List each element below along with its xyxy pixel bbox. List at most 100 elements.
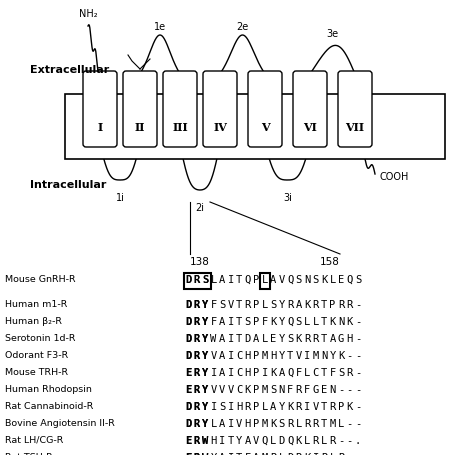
- Text: D: D: [185, 299, 191, 309]
- Text: K: K: [245, 384, 251, 394]
- Text: G: G: [338, 333, 344, 343]
- Text: R: R: [321, 452, 327, 455]
- Text: T: T: [236, 274, 242, 284]
- Text: Odorant F3-R: Odorant F3-R: [5, 350, 68, 359]
- Text: R: R: [193, 384, 200, 394]
- Text: P: P: [253, 299, 259, 309]
- Text: A: A: [245, 435, 251, 445]
- Text: T: T: [321, 316, 327, 326]
- Text: S: S: [312, 274, 319, 284]
- Text: H: H: [236, 401, 242, 411]
- Text: Q: Q: [287, 316, 293, 326]
- Text: Y: Y: [202, 350, 208, 360]
- Text: COOH: COOH: [380, 172, 410, 182]
- Text: Q: Q: [346, 274, 353, 284]
- Text: Y: Y: [279, 401, 285, 411]
- Text: I: I: [210, 401, 217, 411]
- Text: R: R: [193, 452, 200, 455]
- Text: L: L: [329, 452, 336, 455]
- Text: R: R: [193, 452, 200, 455]
- Text: N: N: [329, 384, 336, 394]
- Text: Rat TSH-R: Rat TSH-R: [5, 452, 53, 455]
- Text: R: R: [193, 274, 200, 284]
- Text: Extracellular: Extracellular: [30, 65, 109, 75]
- Text: -: -: [346, 418, 353, 428]
- Text: P: P: [253, 350, 259, 360]
- Text: IV: IV: [213, 122, 227, 133]
- Text: R: R: [312, 299, 319, 309]
- Text: K: K: [321, 274, 327, 284]
- Text: L: L: [210, 274, 217, 284]
- Text: I: I: [312, 452, 319, 455]
- Text: W: W: [202, 435, 208, 445]
- Text: W: W: [202, 435, 208, 445]
- Text: C: C: [236, 350, 242, 360]
- Text: Q: Q: [245, 274, 251, 284]
- Text: S: S: [219, 401, 225, 411]
- Text: M: M: [262, 384, 268, 394]
- Text: R: R: [312, 435, 319, 445]
- Text: D: D: [279, 435, 285, 445]
- Text: I: I: [228, 316, 234, 326]
- Text: D: D: [185, 299, 191, 309]
- Text: V: V: [219, 384, 225, 394]
- Text: E: E: [185, 384, 191, 394]
- Text: D: D: [185, 401, 191, 411]
- Text: E: E: [185, 367, 191, 377]
- Text: I: I: [262, 367, 268, 377]
- Text: R: R: [329, 401, 336, 411]
- Text: T: T: [236, 299, 242, 309]
- Text: S: S: [219, 299, 225, 309]
- Text: .: .: [355, 435, 361, 445]
- Text: F: F: [262, 316, 268, 326]
- Text: F: F: [304, 384, 310, 394]
- Text: D: D: [185, 316, 191, 326]
- Text: L: L: [210, 418, 217, 428]
- Text: Human Rhodopsin: Human Rhodopsin: [5, 384, 92, 393]
- Text: T: T: [236, 452, 242, 455]
- Text: M: M: [329, 418, 336, 428]
- Text: R: R: [312, 333, 319, 343]
- Text: P: P: [329, 299, 336, 309]
- Text: L: L: [304, 367, 310, 377]
- Text: D: D: [185, 316, 191, 326]
- Text: A: A: [295, 299, 302, 309]
- Text: E: E: [185, 435, 191, 445]
- Text: R: R: [193, 418, 200, 428]
- Text: VI: VI: [303, 122, 317, 133]
- Text: Y: Y: [202, 299, 208, 309]
- Text: I: I: [228, 452, 234, 455]
- Text: D: D: [185, 401, 191, 411]
- Text: S: S: [338, 367, 344, 377]
- Text: V: V: [312, 401, 319, 411]
- Text: K: K: [270, 418, 276, 428]
- Text: M: M: [312, 350, 319, 360]
- Text: Y: Y: [202, 367, 208, 377]
- FancyBboxPatch shape: [248, 72, 282, 148]
- FancyBboxPatch shape: [293, 72, 327, 148]
- Text: S: S: [279, 418, 285, 428]
- Text: W: W: [202, 452, 208, 455]
- Text: F: F: [210, 316, 217, 326]
- Text: W: W: [202, 452, 208, 455]
- Text: R: R: [193, 435, 200, 445]
- Text: S: S: [270, 299, 276, 309]
- Text: N: N: [338, 316, 344, 326]
- Text: R: R: [193, 350, 200, 360]
- Text: E: E: [270, 333, 276, 343]
- Text: R: R: [312, 418, 319, 428]
- Text: K: K: [338, 350, 344, 360]
- Text: V: V: [210, 350, 217, 360]
- Text: C: C: [236, 367, 242, 377]
- Text: Y: Y: [202, 418, 208, 428]
- Text: N: N: [321, 350, 327, 360]
- Text: -: -: [355, 367, 361, 377]
- Text: D: D: [245, 333, 251, 343]
- Text: R: R: [329, 435, 336, 445]
- Text: S: S: [295, 274, 302, 284]
- Text: R: R: [245, 299, 251, 309]
- Text: E: E: [321, 384, 327, 394]
- Bar: [65, 95, 445, 160]
- Text: T: T: [287, 350, 293, 360]
- Text: H: H: [210, 435, 217, 445]
